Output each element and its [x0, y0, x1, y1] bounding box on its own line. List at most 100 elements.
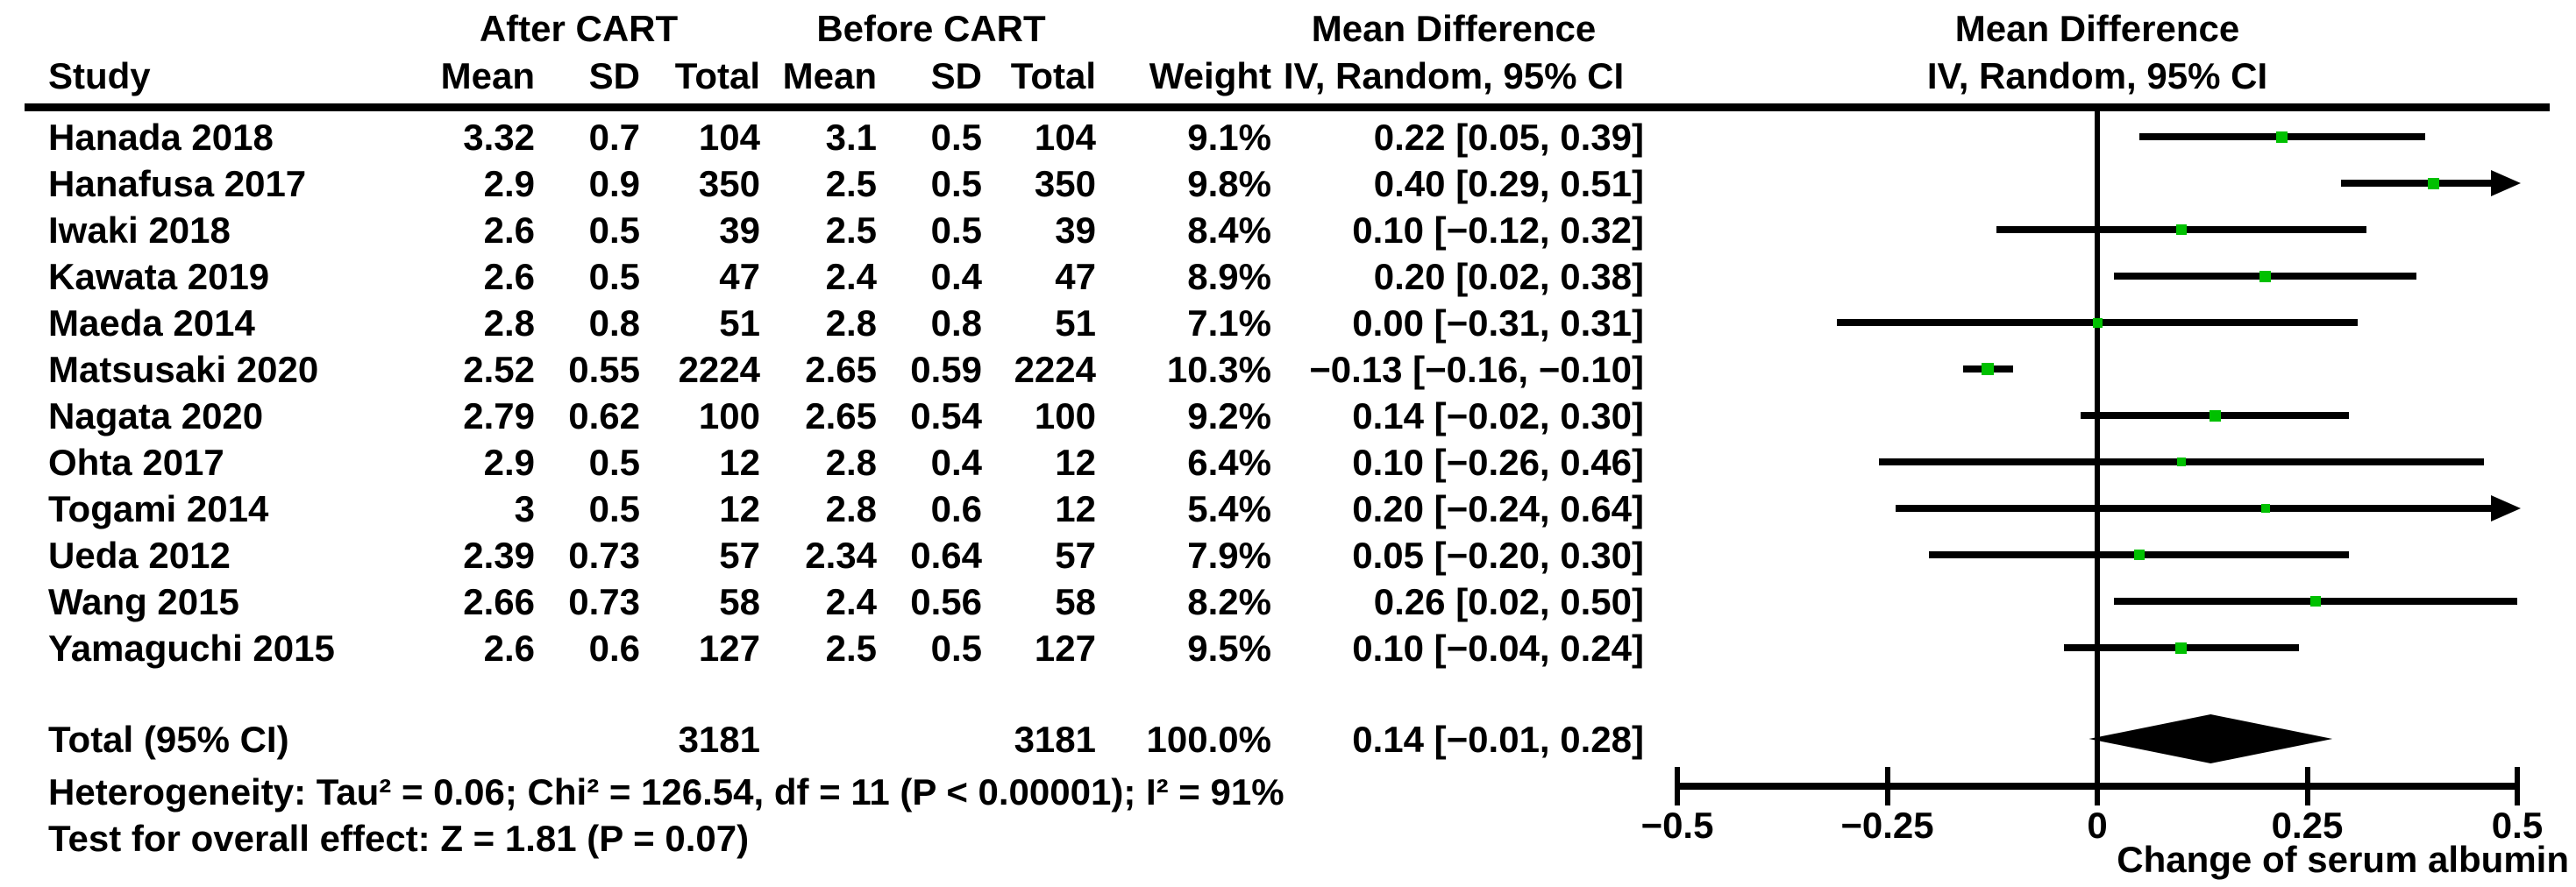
effect-square	[2175, 642, 2188, 654]
effect-square	[2176, 458, 2186, 466]
total-after-cell: 12	[719, 487, 760, 529]
sd-after-cell: 0.7	[588, 116, 640, 158]
sd-before-cell: 0.5	[930, 116, 982, 158]
axis-tick	[1884, 767, 1890, 805]
ci-text-cell: 0.05 [−0.20, 0.30]	[1352, 534, 1644, 576]
total-row-label: Total (95% CI)	[48, 719, 289, 760]
total-after-cell: 2224	[678, 348, 760, 390]
total-before-cell: 104	[1034, 116, 1096, 158]
x-axis-label: Change of serum albumin	[2117, 839, 2569, 880]
ci-line	[1896, 505, 2494, 512]
ci-text-cell: 0.10 [−0.12, 0.32]	[1352, 209, 1644, 251]
axis-tick-label: 0.5	[2491, 805, 2544, 846]
axis-tick-label: −0.25	[1840, 805, 1934, 846]
sd-before-cell: 0.5	[930, 209, 982, 251]
total-after-n: 3181	[678, 719, 760, 760]
mean-before-cell: 2.8	[825, 441, 877, 483]
ci-text-cell: 0.26 [0.02, 0.50]	[1373, 580, 1644, 622]
weight-cell: 5.4%	[1187, 487, 1271, 529]
mean-after-cell: 2.6	[483, 627, 535, 669]
mean-after-cell: 3	[514, 487, 535, 529]
total-ci-text: 0.14 [−0.01, 0.28]	[1352, 719, 1644, 760]
col-header-weight: Weight	[1149, 55, 1271, 96]
total-diamond	[2089, 714, 2333, 763]
weight-cell: 8.2%	[1187, 580, 1271, 622]
md-plot-title: Mean Difference	[1954, 8, 2240, 49]
weight-cell: 9.1%	[1187, 116, 1271, 158]
sd-before-cell: 0.64	[910, 534, 982, 576]
sd-after-cell: 0.5	[588, 255, 640, 297]
total-after-cell: 12	[719, 441, 760, 483]
sd-after-cell: 0.5	[588, 487, 640, 529]
mean-after-cell: 3.32	[463, 116, 535, 158]
axis-tick	[1675, 767, 1680, 805]
sd-after-cell: 0.5	[588, 209, 640, 251]
mean-before-cell: 2.34	[805, 534, 877, 576]
effect-square	[2209, 409, 2221, 422]
weight-cell: 9.8%	[1187, 162, 1271, 204]
effect-square	[2310, 596, 2322, 607]
total-after-cell: 127	[698, 627, 760, 669]
total-before-cell: 51	[1055, 302, 1096, 344]
mean-before-cell: 2.5	[825, 162, 877, 204]
mean-before-cell: 2.5	[825, 627, 877, 669]
axis-tick-label: −0.5	[1640, 805, 1714, 846]
effect-square	[2175, 224, 2187, 235]
total-after-cell: 104	[698, 116, 760, 158]
ci-text-cell: 0.14 [−0.02, 0.30]	[1352, 394, 1644, 436]
mean-before-cell: 2.8	[825, 487, 877, 529]
study-name-cell: Yamaguchi 2015	[48, 627, 335, 669]
sd-before-cell: 0.56	[910, 580, 982, 622]
total-before-cell: 100	[1034, 394, 1096, 436]
sd-after-cell: 0.73	[568, 534, 640, 576]
study-name-cell: Iwaki 2018	[48, 209, 231, 251]
study-name-cell: Togami 2014	[48, 487, 269, 529]
study-name-cell: Maeda 2014	[48, 302, 255, 344]
total-before-cell: 2224	[1014, 348, 1096, 390]
weight-cell: 8.4%	[1187, 209, 1271, 251]
mean-before-cell: 2.5	[825, 209, 877, 251]
effect-square	[2276, 131, 2288, 143]
mean-before-cell: 2.65	[805, 348, 877, 390]
sd-after-cell: 0.6	[588, 627, 640, 669]
ci-arrow-right	[2491, 170, 2521, 196]
axis-tick-label: 0	[2087, 805, 2108, 846]
mean-before-cell: 2.65	[805, 394, 877, 436]
total-before-cell: 127	[1034, 627, 1096, 669]
mean-before-cell: 2.8	[825, 302, 877, 344]
sd-before-cell: 0.4	[930, 255, 982, 297]
col-header-mean-after: Mean	[440, 55, 535, 96]
mean-after-cell: 2.8	[483, 302, 535, 344]
total-before-cell: 39	[1055, 209, 1096, 251]
ci-text-cell: 0.10 [−0.26, 0.46]	[1352, 441, 1644, 483]
sd-before-cell: 0.54	[910, 394, 982, 436]
col-header-sd-before: SD	[930, 55, 982, 96]
ci-arrow-right	[2491, 495, 2521, 522]
col-header-mean-before: Mean	[782, 55, 877, 96]
mean-before-cell: 3.1	[825, 116, 877, 158]
study-name-cell: Matsusaki 2020	[48, 348, 319, 390]
sd-after-cell: 0.62	[568, 394, 640, 436]
mean-after-cell: 2.52	[463, 348, 535, 390]
col-header-total-after: Total	[674, 55, 760, 96]
plot-header-iv-random-ci: IV, Random, 95% CI	[1926, 55, 2268, 96]
sd-before-cell: 0.6	[930, 487, 982, 529]
total-after-cell: 350	[698, 162, 760, 204]
effect-square	[2427, 177, 2439, 189]
group-header-before-cart: Before CART	[816, 8, 1046, 49]
total-before-cell: 47	[1055, 255, 1096, 297]
mean-before-cell: 2.4	[825, 580, 877, 622]
sd-after-cell: 0.9	[588, 162, 640, 204]
sd-after-cell: 0.5	[588, 441, 640, 483]
total-after-cell: 39	[719, 209, 760, 251]
mean-after-cell: 2.9	[483, 441, 535, 483]
sd-before-cell: 0.59	[910, 348, 982, 390]
total-weight: 100.0%	[1146, 719, 1271, 760]
effect-square	[1982, 363, 1995, 375]
total-before-cell: 57	[1055, 534, 1096, 576]
md-column-title: Mean Difference	[1311, 8, 1597, 49]
total-before-cell: 350	[1034, 162, 1096, 204]
sd-before-cell: 0.5	[930, 162, 982, 204]
